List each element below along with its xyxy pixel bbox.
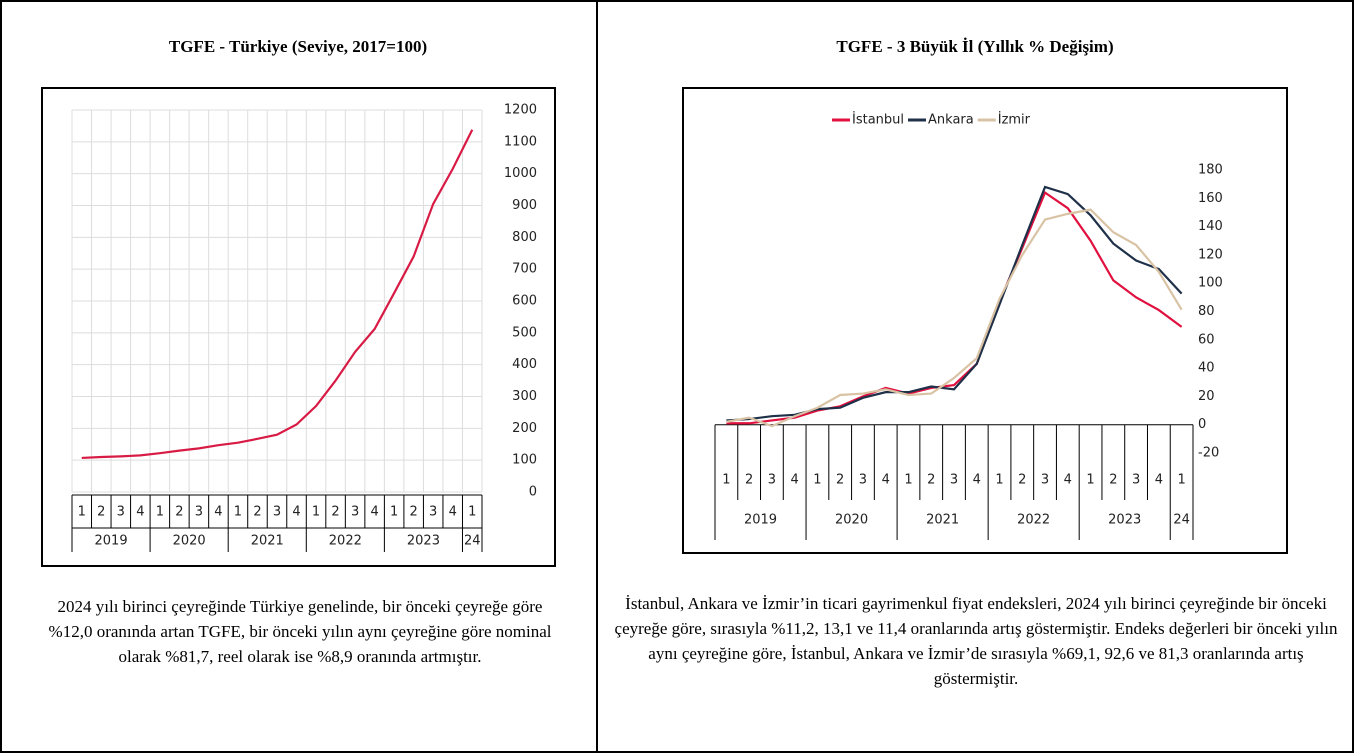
- y-tick-label: 1100: [504, 134, 537, 149]
- y-tick-label: 60: [1198, 332, 1215, 347]
- x-tick-label: 3: [768, 473, 776, 488]
- caption: İstanbul, Ankara ve İzmir’in ticari gayr…: [614, 594, 1338, 688]
- series-line: [726, 190, 1183, 425]
- x-tick-label: 3: [195, 505, 203, 520]
- year-label: 24: [1173, 513, 1190, 528]
- x-tick-label: 3: [429, 505, 437, 520]
- x-tick-label: 1: [995, 473, 1003, 488]
- x-tick-label: 4: [136, 505, 144, 520]
- year-label: 2019: [95, 534, 128, 549]
- chart-frame: [41, 87, 556, 567]
- x-tick-label: 1: [722, 473, 730, 488]
- series-line: [81, 129, 474, 460]
- caption: 2024 yılı birinci çeyreğinde Türkiye gen…: [48, 597, 552, 666]
- x-tick-label: 4: [292, 505, 300, 520]
- year-label: 2020: [835, 513, 868, 528]
- y-tick-label: 700: [512, 262, 537, 277]
- x-tick-label: 4: [214, 505, 222, 520]
- chart-title: TGFE - 3 Büyük İl (Yıllık % Değişim): [836, 37, 1113, 56]
- x-tick-label: 1: [468, 505, 476, 520]
- chart-title: TGFE - Türkiye (Seviye, 2017=100): [169, 37, 427, 56]
- x-tick-label: 2: [97, 505, 105, 520]
- y-tick-label: 100: [512, 453, 537, 468]
- y-tick-label: 100: [1198, 276, 1223, 291]
- x-tick-label: 4: [1155, 473, 1163, 488]
- y-tick-label: 140: [1198, 219, 1223, 234]
- year-label: 2023: [1108, 513, 1141, 528]
- x-tick-label: 2: [745, 473, 753, 488]
- y-tick-label: 160: [1198, 191, 1223, 206]
- year-label: 2022: [1017, 513, 1050, 528]
- chart-frame: [682, 87, 1288, 554]
- x-tick-label: 4: [370, 505, 378, 520]
- x-tick-label: 4: [1064, 473, 1072, 488]
- y-tick-label: 0: [529, 485, 537, 500]
- legend-label: İzmir: [998, 112, 1031, 128]
- x-tick-label: 4: [882, 473, 890, 488]
- x-tick-label: 2: [927, 473, 935, 488]
- x-tick-label: 1: [1177, 473, 1185, 488]
- x-tick-label: 2: [175, 505, 183, 520]
- y-tick-label: 900: [512, 198, 537, 213]
- x-tick-label: 2: [253, 505, 261, 520]
- y-tick-label: 80: [1198, 304, 1215, 319]
- x-tick-label: 3: [1041, 473, 1049, 488]
- x-tick-label: 2: [1018, 473, 1026, 488]
- y-tick-label: -20: [1198, 446, 1219, 461]
- x-tick-label: 3: [351, 505, 359, 520]
- year-label: 2022: [329, 534, 362, 549]
- x-tick-label: 1: [78, 505, 86, 520]
- series-line: [726, 208, 1183, 428]
- y-tick-label: 200: [512, 421, 537, 436]
- year-label: 24: [464, 534, 481, 549]
- x-tick-label: 1: [1086, 473, 1094, 488]
- year-label: 2019: [744, 513, 777, 528]
- x-tick-label: 1: [390, 505, 398, 520]
- y-tick-label: 0: [1198, 417, 1206, 432]
- x-tick-label: 3: [117, 505, 125, 520]
- y-tick-label: 800: [512, 230, 537, 245]
- x-tick-label: 1: [904, 473, 912, 488]
- y-tick-label: 500: [512, 325, 537, 340]
- year-label: 2020: [173, 534, 206, 549]
- x-tick-label: 3: [1132, 473, 1140, 488]
- x-tick-label: 1: [156, 505, 164, 520]
- x-tick-label: 2: [836, 473, 844, 488]
- y-tick-label: 40: [1198, 361, 1215, 376]
- y-tick-label: 300: [512, 389, 537, 404]
- x-tick-label: 1: [234, 505, 242, 520]
- y-tick-label: 400: [512, 357, 537, 372]
- x-tick-label: 2: [410, 505, 418, 520]
- y-tick-label: 180: [1198, 163, 1223, 178]
- year-label: 2021: [251, 534, 284, 549]
- x-tick-label: 1: [813, 473, 821, 488]
- x-tick-label: 4: [973, 473, 981, 488]
- x-tick-label: 3: [950, 473, 958, 488]
- y-tick-label: 20: [1198, 389, 1215, 404]
- x-tick-label: 3: [273, 505, 281, 520]
- year-label: 2021: [926, 513, 959, 528]
- legend-label: İstanbul: [852, 112, 904, 128]
- y-tick-label: 1000: [504, 166, 537, 181]
- x-tick-label: 1: [312, 505, 320, 520]
- x-tick-label: 4: [449, 505, 457, 520]
- legend-label: Ankara: [928, 113, 974, 128]
- x-tick-label: 3: [859, 473, 867, 488]
- x-tick-label: 2: [1109, 473, 1117, 488]
- year-label: 2023: [407, 534, 440, 549]
- y-tick-label: 120: [1198, 247, 1223, 262]
- x-tick-label: 4: [791, 473, 799, 488]
- x-tick-label: 2: [331, 505, 339, 520]
- y-tick-label: 1200: [504, 103, 537, 118]
- y-tick-label: 600: [512, 294, 537, 309]
